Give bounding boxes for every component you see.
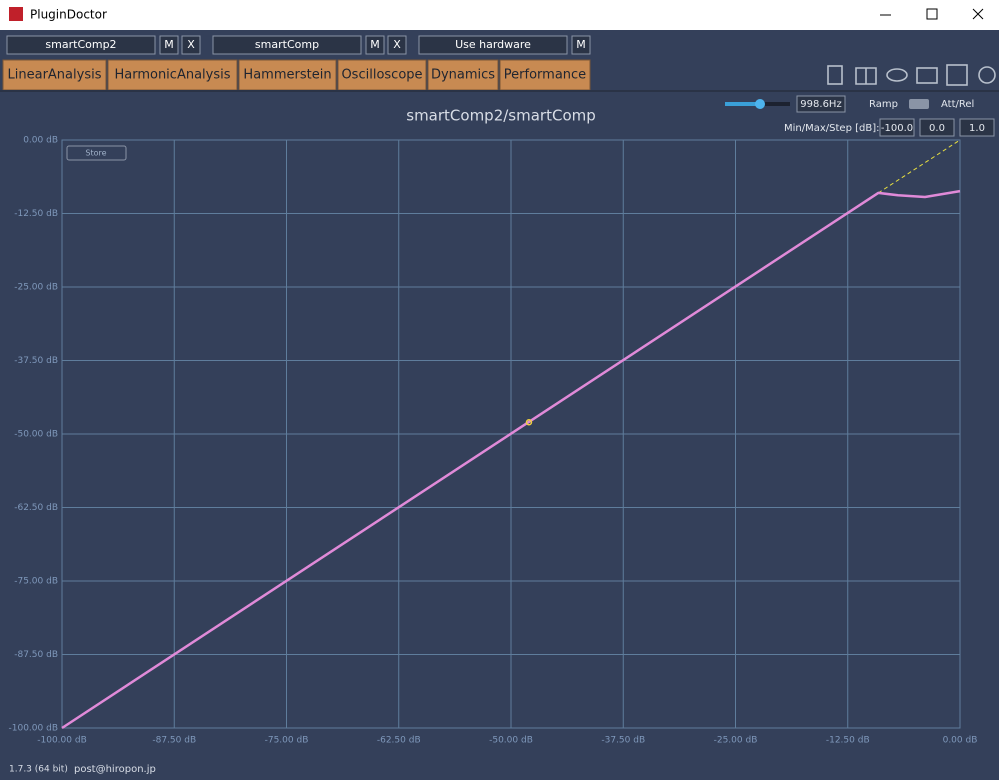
frequency-value: 998.6Hz [800, 99, 841, 110]
maximize-button[interactable] [926, 8, 938, 20]
plugin-b-x[interactable] [387, 35, 407, 55]
x-tick-label: -37.50 dB [601, 736, 645, 746]
plugin-b-m[interactable] [365, 35, 385, 55]
y-tick-label: -87.50 dB [14, 650, 58, 660]
y-tick-label: -12.50 dB [14, 209, 58, 219]
ramp-label: Ramp [869, 99, 898, 110]
frequency-box[interactable] [796, 95, 846, 113]
store-button[interactable] [66, 145, 127, 161]
tab-divider [0, 90, 999, 92]
y-tick-label: 0.00 dB [23, 136, 58, 146]
plugin-b-x-label: X [393, 38, 401, 51]
plugin-a-select[interactable] [6, 35, 156, 55]
x-tick-label: -25.00 dB [714, 736, 758, 746]
step-box[interactable] [959, 118, 995, 137]
x-tick-label: -100.00 dB [37, 736, 87, 746]
close-button[interactable] [972, 8, 984, 20]
plugin-a-m-label: M [164, 38, 174, 51]
max-box[interactable] [919, 118, 955, 137]
hardware-m-label: M [576, 38, 586, 51]
y-tick-label: -25.00 dB [14, 283, 58, 293]
split-icon[interactable] [946, 64, 968, 86]
version: 1.7.3 (64 bit) [9, 765, 68, 775]
plugin-a-x[interactable] [181, 35, 201, 55]
y-tick-label: -50.00 dB [14, 430, 58, 440]
view-icon[interactable] [886, 68, 908, 82]
x-tick-label: -12.50 dB [826, 736, 870, 746]
title-bar [0, 0, 999, 30]
hardware-m[interactable] [571, 35, 591, 55]
toolbar-icons [827, 64, 996, 86]
step-value: 1.0 [969, 123, 985, 134]
x-tick-label: -75.00 dB [265, 736, 309, 746]
plot: -100.00 dB -87.50 dB -75.00 dB -62.50 dB -50… [9, 136, 978, 746]
ratio-guide [878, 139, 961, 194]
level-marker [525, 418, 533, 426]
plugin-a-x-label: X [187, 38, 195, 51]
store-label: Store [85, 149, 106, 158]
tab-label: Performance [504, 68, 586, 83]
att-rel-label: Att/Rel [941, 99, 974, 110]
tab[interactable] [2, 59, 107, 91]
tab-bar: LinearAnalysis HarmonicAnalysis Hammerstei… [2, 59, 591, 91]
x-tick-label: -87.50 dB [152, 736, 196, 746]
manual-icon[interactable] [855, 67, 877, 85]
hardware-select[interactable] [418, 35, 568, 55]
tab[interactable] [238, 59, 337, 91]
tab-label: HarmonicAnalysis [114, 68, 230, 83]
plugin-a-m[interactable] [159, 35, 179, 55]
screenshot-icon[interactable] [916, 67, 938, 84]
tab[interactable] [427, 59, 499, 91]
window-title: PluginDoctor [30, 8, 107, 22]
plugin-a-label: smartComp2 [45, 38, 116, 51]
hardware-label: Use hardware [455, 38, 531, 51]
tab[interactable] [107, 59, 238, 91]
x-tick-label: -50.00 dB [489, 736, 533, 746]
min-box[interactable] [879, 118, 915, 137]
plugin-b-label: smartComp [255, 38, 319, 51]
tab-label: Oscilloscope [341, 68, 422, 83]
app-icon [9, 7, 23, 21]
x-tick-label: 0.00 dB [943, 736, 978, 746]
chart-title: smartComp2/smartComp [406, 107, 596, 125]
y-tick-label: -62.50 dB [14, 503, 58, 513]
y-tick-label: -100.00 dB [9, 724, 59, 734]
plugin-b-m-label: M [370, 38, 380, 51]
tab-label: Dynamics [431, 68, 495, 83]
ramp-toggle[interactable] [909, 99, 929, 109]
tab-label: LinearAnalysis [8, 68, 102, 83]
settings-icon[interactable] [978, 66, 996, 84]
x-tick-label: -62.50 dB [377, 736, 421, 746]
frequency-slider-thumb[interactable] [755, 99, 765, 109]
min-value: -100.0 [881, 123, 913, 134]
plugin-b-select[interactable] [212, 35, 362, 55]
max-value: 0.0 [929, 123, 945, 134]
email: post@hiropon.jp [74, 764, 156, 775]
tab[interactable] [337, 59, 427, 91]
range-label: Min/Max/Step [dB]: [784, 123, 879, 134]
transfer-curve [61, 189, 961, 730]
tab-label: Hammerstein [243, 68, 331, 83]
report-icon[interactable] [827, 65, 843, 85]
y-tick-label: -75.00 dB [14, 577, 58, 587]
tab[interactable] [499, 59, 591, 91]
y-tick-label: -37.50 dB [14, 356, 58, 366]
